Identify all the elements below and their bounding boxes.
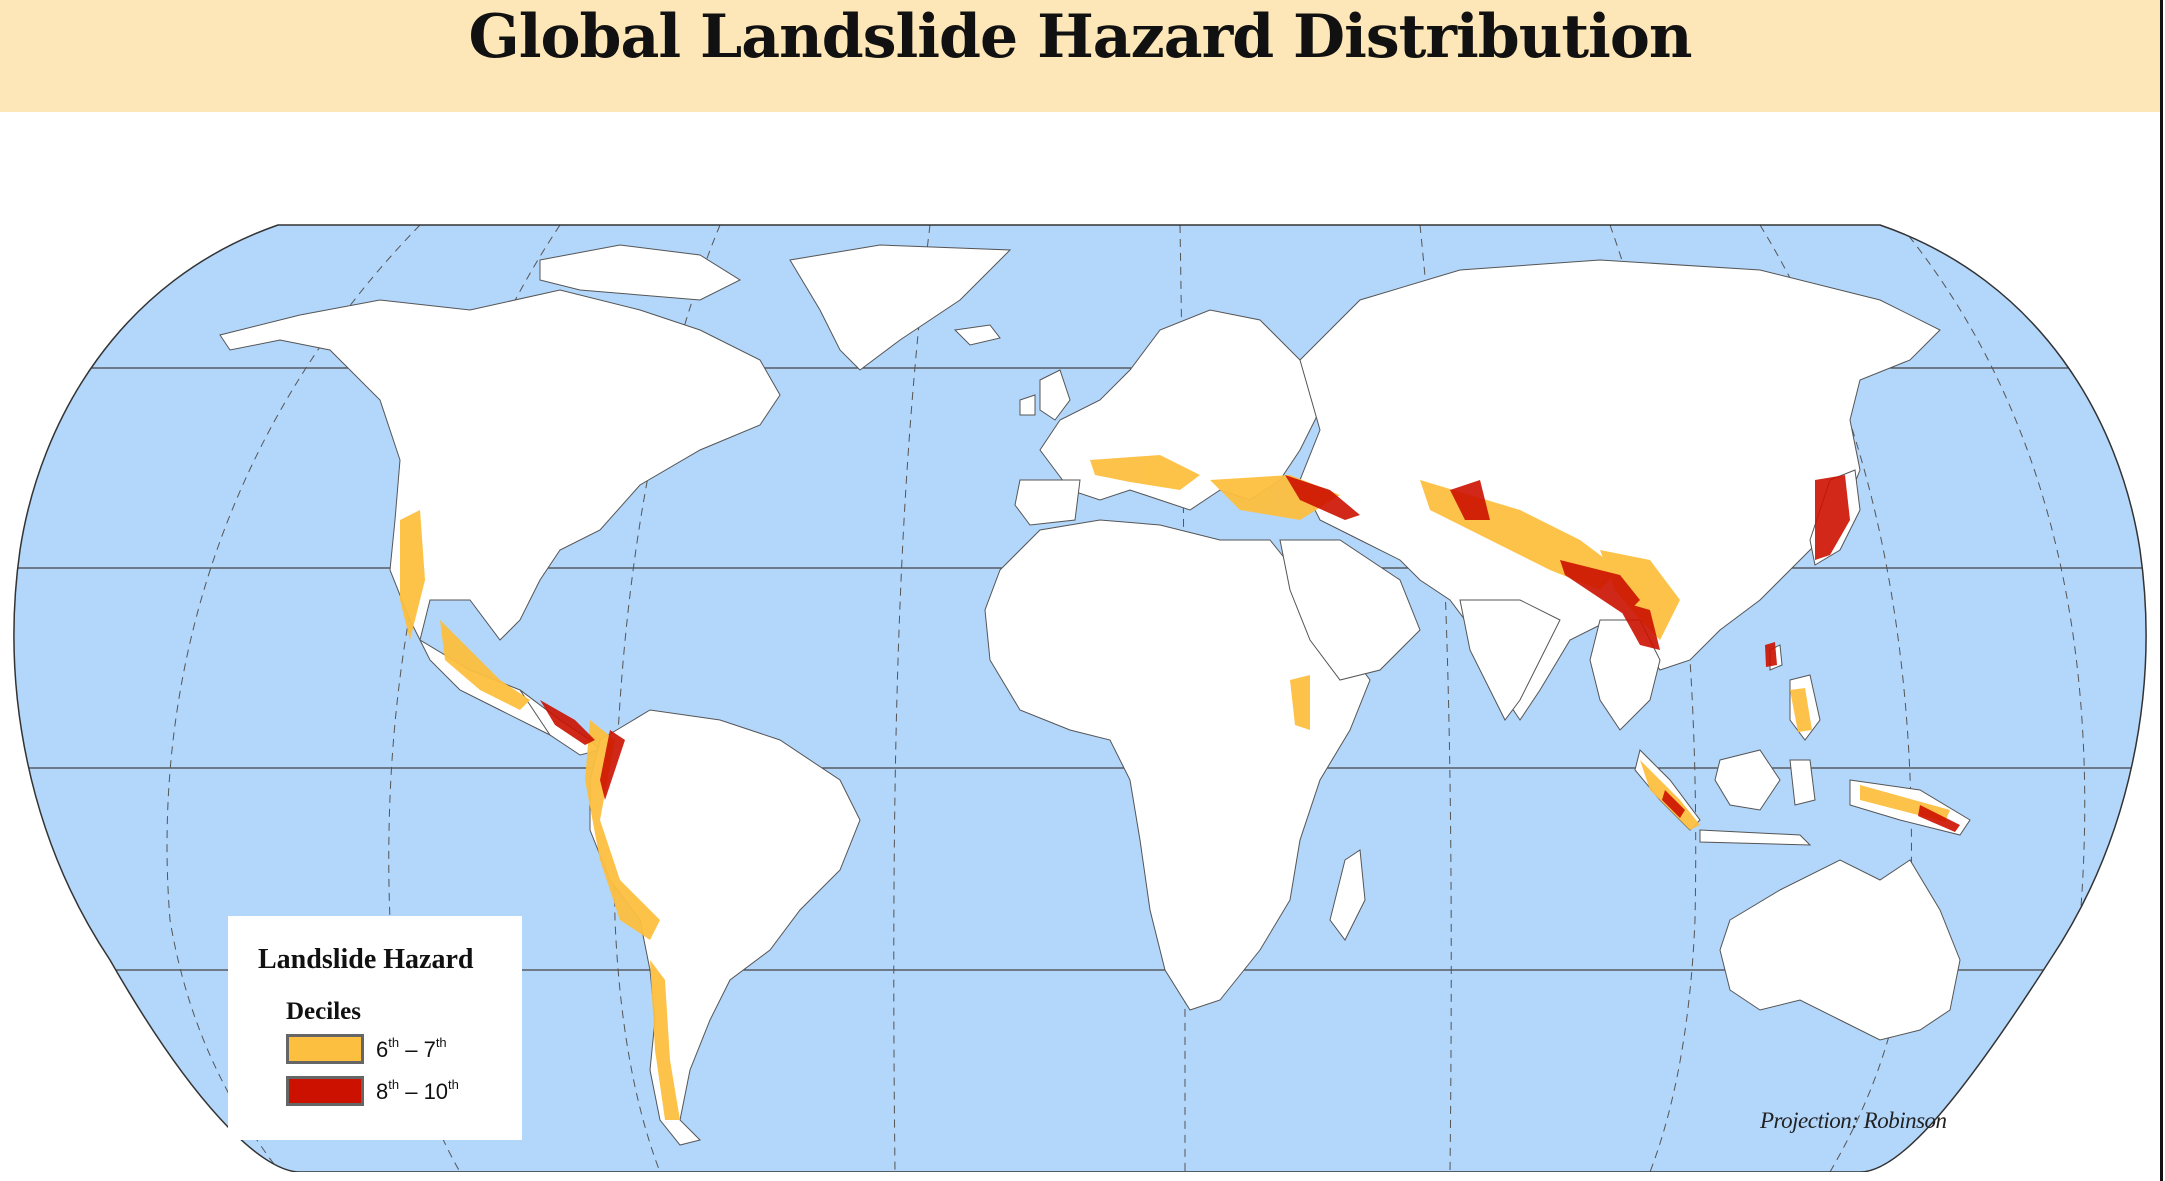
land	[219, 244, 2056, 1146]
legend-swatch-moderate	[286, 1034, 364, 1064]
legend-label-high: 8th – 10th	[376, 1077, 459, 1104]
legend-title: Landslide Hazard	[258, 944, 474, 975]
projection-note: Projection: Robinson	[1760, 1108, 1947, 1133]
legend: Landslide Hazard Deciles 6th – 7th 8th –…	[228, 916, 522, 1140]
legend-subtitle: Deciles	[286, 998, 361, 1025]
legend-swatch-high	[286, 1076, 364, 1106]
map-title: Global Landslide Hazard Distribution	[468, 2, 1692, 72]
legend-item-moderate: 6th – 7th	[286, 1034, 447, 1064]
world-map	[13, 224, 2147, 1172]
australia	[1719, 859, 1961, 1041]
map-outline	[13, 224, 2147, 1172]
legend-item-high: 8th – 10th	[286, 1076, 459, 1106]
africa	[984, 519, 1371, 1011]
legend-label-moderate: 6th – 7th	[376, 1035, 447, 1062]
frame-right-rule	[2160, 0, 2163, 1181]
hazard-high	[540, 475, 1960, 832]
title-band: Global Landslide Hazard Distribution	[0, 0, 2160, 112]
asia	[1299, 259, 1941, 721]
greenland	[789, 244, 1012, 371]
